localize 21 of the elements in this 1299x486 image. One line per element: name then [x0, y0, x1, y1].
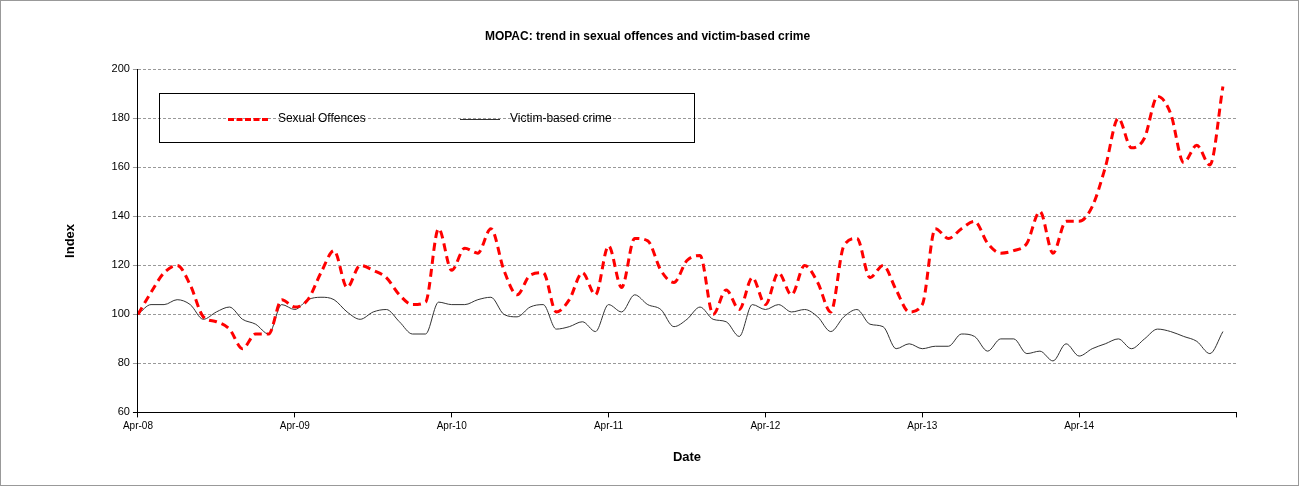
x-tick-label: Apr-12	[750, 420, 781, 432]
x-tick-label: Apr-11	[593, 420, 624, 432]
y-tick-label: 100	[111, 307, 130, 320]
y-tick-label: 180	[111, 111, 130, 124]
x-tick-label: Apr-13	[907, 420, 938, 432]
x-tick-label: Apr-08	[122, 420, 154, 432]
line-series	[137, 85, 1225, 351]
y-tick-label: 160	[111, 160, 130, 173]
y-tick-label: 140	[111, 209, 130, 222]
x-tick-label: Apr-14	[1064, 420, 1095, 432]
y-tick-label: 200	[111, 62, 130, 75]
legend-label: Victim-based crime	[509, 111, 612, 126]
x-axis-title: Date	[672, 448, 702, 464]
x-tick-label: Apr-09	[279, 420, 311, 432]
x-tick-label: Apr-10	[436, 420, 468, 432]
legend-label: Sexual Offences	[277, 111, 366, 126]
y-tick-label: 120	[111, 258, 130, 271]
y-axis-title: Index	[62, 223, 78, 258]
y-tick-label: 80	[117, 356, 130, 369]
y-tick-label: 60	[117, 405, 130, 418]
chart-title: MOPAC: trend in sexual offences and victim-based crime	[484, 28, 811, 43]
